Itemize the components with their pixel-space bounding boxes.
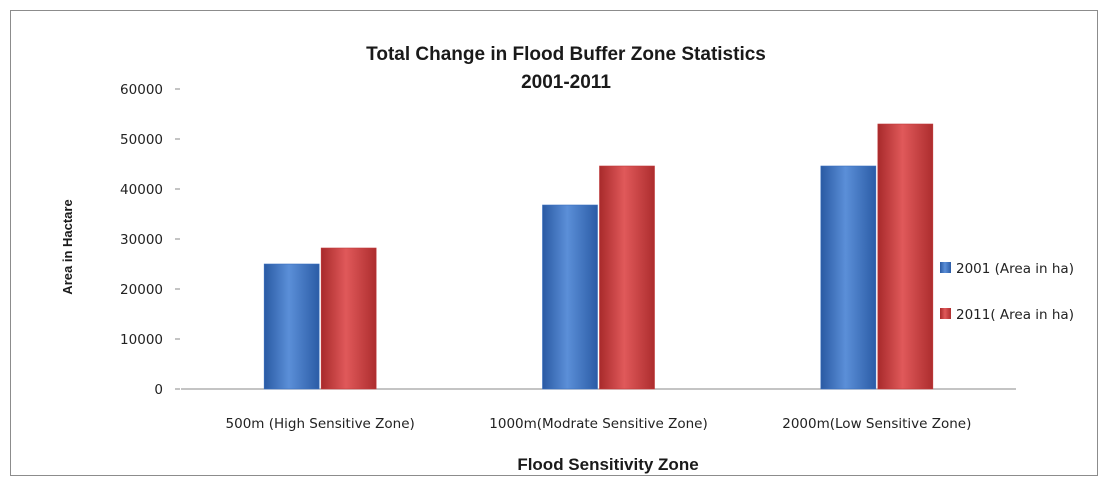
chart-subtitle: 2001-2011 — [521, 72, 611, 93]
bar-2011-2 — [877, 123, 934, 390]
x-category-label: 500m (High Sensitive Zone) — [226, 416, 415, 432]
bar-series — [263, 123, 934, 390]
legend-label-2011: 2011( Area in ha) — [956, 307, 1074, 323]
y-tick-label: 40000 — [120, 182, 163, 198]
bar-2001-1 — [542, 204, 598, 390]
bar-2011-0 — [320, 247, 377, 390]
y-tick-label: 30000 — [120, 232, 163, 248]
x-axis-categories: 500m (High Sensitive Zone) 1000m(Modrate … — [226, 416, 972, 432]
legend: 2001 (Area in ha) 2011( Area in ha) — [940, 261, 1074, 323]
legend-swatch-2001 — [940, 262, 951, 273]
bar-2001-2 — [820, 165, 877, 390]
bar-2011-1 — [599, 165, 655, 390]
y-axis: 0 10000 20000 30000 40000 50000 60000 — [120, 82, 180, 398]
y-tick-label: 10000 — [120, 332, 163, 348]
x-category-label: 2000m(Low Sensitive Zone) — [782, 416, 971, 432]
chart-title: Total Change in Flood Buffer Zone Statis… — [366, 44, 766, 65]
y-tick-label: 20000 — [120, 282, 163, 298]
y-axis-title: Area in Hactare — [60, 199, 75, 294]
legend-swatch-2011 — [940, 308, 951, 319]
legend-label-2001: 2001 (Area in ha) — [956, 261, 1074, 277]
y-tick-label: 60000 — [120, 82, 163, 98]
chart-frame: Total Change in Flood Buffer Zone Statis… — [10, 10, 1098, 476]
y-tick-label: 0 — [154, 382, 163, 398]
x-category-label: 1000m(Modrate Sensitive Zone) — [489, 416, 707, 432]
x-axis-title: Flood Sensitivity Zone — [517, 455, 698, 474]
bar-chart: Total Change in Flood Buffer Zone Statis… — [60, 44, 1074, 474]
y-tick-label: 50000 — [120, 132, 163, 148]
bar-2001-0 — [263, 263, 320, 390]
